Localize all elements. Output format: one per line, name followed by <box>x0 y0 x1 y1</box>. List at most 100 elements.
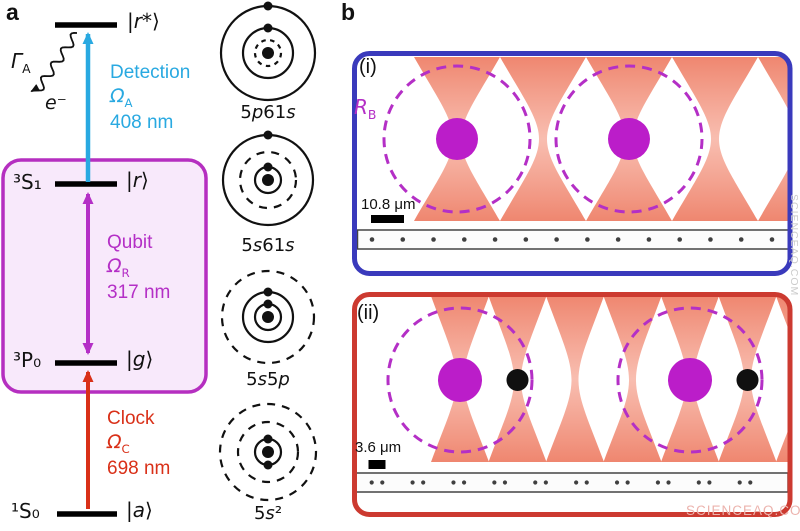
array-atom-dot <box>666 480 671 485</box>
array-atom-dot <box>369 480 374 485</box>
array-atom-dot <box>543 480 548 485</box>
array-atom-dot <box>625 480 630 485</box>
blockade-radius-label: RB <box>354 95 377 122</box>
nucleus-dot <box>262 446 274 458</box>
config-label-3: 5s5p <box>246 369 290 390</box>
orbit-ring <box>253 38 283 68</box>
config-label-4: 5s² <box>253 503 283 524</box>
decay-rate-label: ΓA <box>11 49 31 76</box>
scale-bar-ii-label: 3.6 μm <box>355 439 402 456</box>
array-atom-dot <box>748 480 753 485</box>
array-atom-dot <box>533 480 538 485</box>
tweezer-beam <box>603 296 662 462</box>
electron-label: e⁻ <box>45 92 67 114</box>
array-atom-dot <box>769 237 775 242</box>
detection-transition-labels: Detection ΩA 408 nm <box>110 63 190 133</box>
electron-dot <box>263 299 273 309</box>
electron-dot <box>263 162 273 172</box>
array-atom-dot <box>585 237 590 242</box>
config-diagram-1 <box>219 1 317 102</box>
array-atom-dot <box>677 237 682 242</box>
blockade-radius-circle <box>616 306 764 454</box>
blockade-radius-circle <box>554 64 704 214</box>
term-symbol-a: ¹S₀ <box>11 499 40 523</box>
ket-g: |g⟩ <box>126 347 154 371</box>
nucleus-dot <box>262 47 274 59</box>
subpanel-ii-label: (ii) <box>357 302 380 324</box>
qubit-subspace-box <box>1 158 208 394</box>
array-atom-dot <box>554 237 559 242</box>
scale-bar <box>368 460 386 469</box>
electron-dot <box>263 460 273 470</box>
qubit-rabi: ΩR <box>107 254 130 280</box>
array-atom-dot <box>737 480 742 485</box>
array-atom-dot <box>451 480 456 485</box>
term-symbol-g: ³P₀ <box>13 348 42 372</box>
electron-dot <box>263 1 273 11</box>
atom-array-strip <box>356 229 790 250</box>
array-atom-dot <box>431 237 436 242</box>
array-atom-dot <box>707 480 712 485</box>
detection-name: Detection <box>110 62 191 83</box>
array-atom-dot <box>492 237 498 242</box>
tweezer-beam <box>546 296 604 462</box>
watermark-side: SCIENCEAQ.COM <box>788 194 800 297</box>
atom-array-strip <box>355 472 789 493</box>
orbit-ring <box>218 402 318 502</box>
qubit-name: Qubit <box>107 232 153 253</box>
orbit-ring <box>238 150 298 210</box>
array-atom-dot <box>462 237 467 242</box>
array-atom-dot <box>738 237 744 242</box>
ket-a: |a⟩ <box>126 498 153 522</box>
panel-ii-content <box>355 296 790 493</box>
orbit-ring <box>220 269 316 365</box>
ancilla-atom <box>736 369 759 391</box>
array-atom-dot <box>574 480 579 485</box>
qubit-transition-labels: Qubit ΩR 317 nm <box>107 233 170 303</box>
config-diagram-4 <box>218 402 318 502</box>
array-atom-dot <box>400 237 406 242</box>
clock-rabi: ΩC <box>107 430 130 456</box>
detection-wavelength: 408 nm <box>110 112 174 134</box>
array-atom-dot <box>708 237 713 242</box>
tweezer-beam <box>672 57 758 221</box>
rydberg-atom <box>608 118 650 160</box>
orbit-ring <box>236 420 300 484</box>
rydberg-atom <box>436 118 478 160</box>
panel-i-content <box>356 57 790 250</box>
electron-dot <box>263 287 273 297</box>
array-atom-dot <box>655 480 661 485</box>
array-atom-dot <box>380 480 385 485</box>
config-label-1: 5p61s <box>240 102 296 123</box>
clock-transition-labels: Clock ΩC 698 nm <box>107 409 170 479</box>
electron-dot <box>263 23 273 33</box>
clock-wavelength: 698 nm <box>107 458 171 480</box>
panel-b-label: b <box>341 0 356 25</box>
decay-squiggle-group <box>30 31 78 93</box>
array-atom-dot <box>614 480 620 485</box>
ket-rstar: |r*⟩ <box>127 9 160 33</box>
ket-r: |r⟩ <box>126 168 149 192</box>
array-atom-dot <box>615 237 621 242</box>
term-symbol-r: ³S₁ <box>13 170 42 194</box>
detection-rabi: ΩA <box>110 84 133 110</box>
tweezer-beam <box>500 57 586 221</box>
scale-bar-i-label: 10.8 μm <box>361 196 416 213</box>
scale-bar <box>371 215 404 223</box>
array-atom-dot <box>421 480 426 485</box>
array-atom-dot <box>461 480 467 485</box>
array-atom-dot <box>492 480 497 485</box>
qubit-wavelength: 317 nm <box>107 282 171 304</box>
electron-dot <box>263 434 273 444</box>
array-atom-dot <box>646 237 652 242</box>
config-diagram-3 <box>220 269 316 365</box>
ancilla-atom <box>506 369 529 391</box>
config-diagram-2 <box>221 130 315 227</box>
array-atom-dot <box>523 237 529 242</box>
panel-a-label: a <box>6 0 19 25</box>
array-atom-dot <box>502 480 508 485</box>
panel-i-border <box>352 51 793 276</box>
nucleus-dot <box>262 311 274 323</box>
